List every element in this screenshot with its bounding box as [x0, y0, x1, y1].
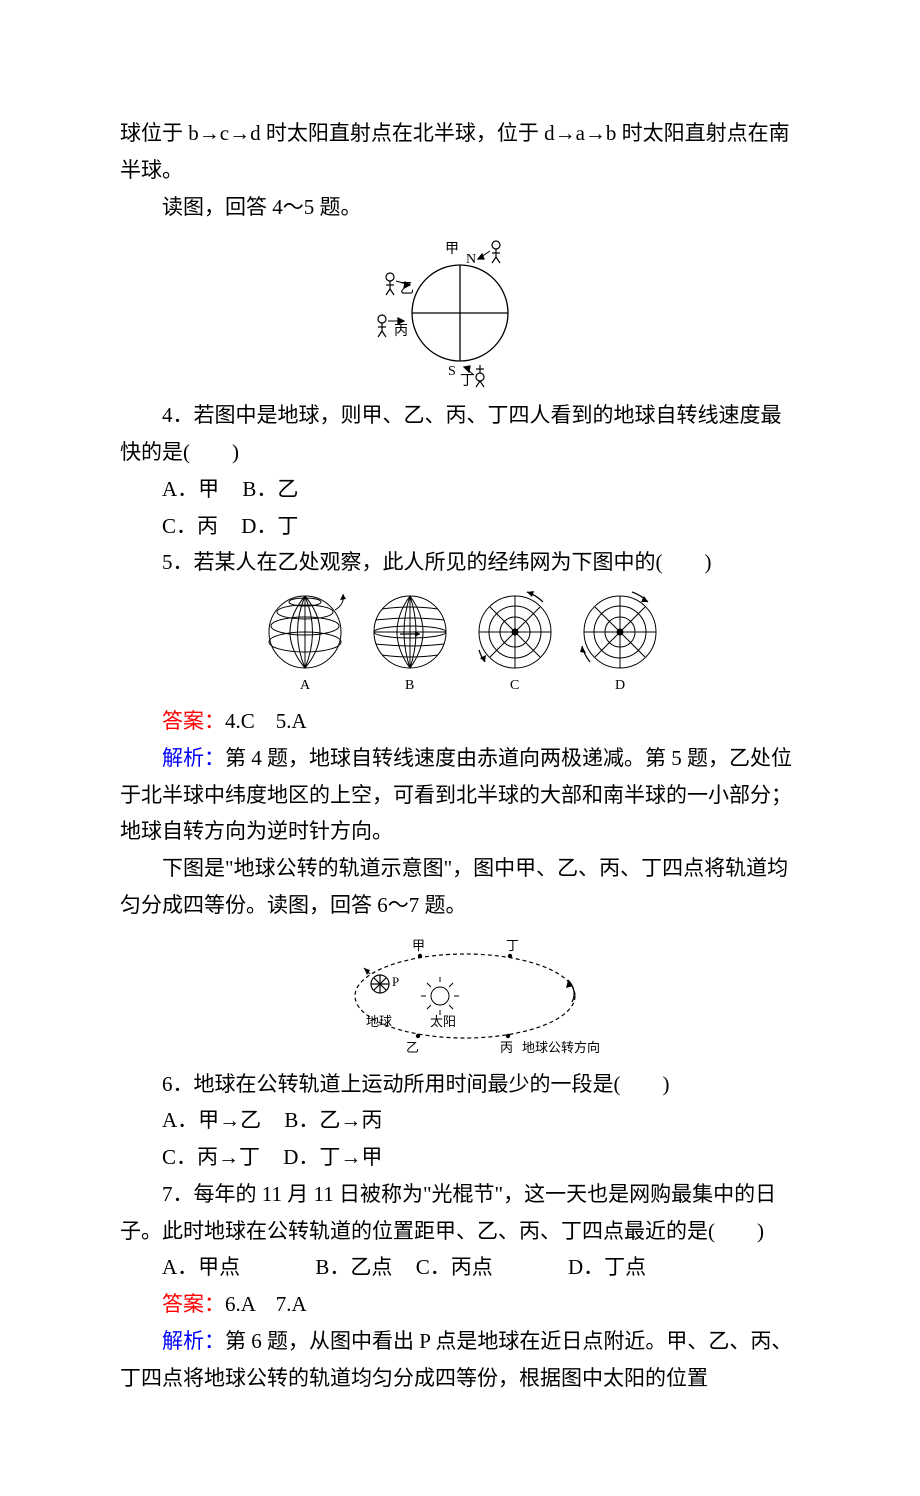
label-ding3: 丁	[506, 938, 519, 953]
fig2-A: A	[300, 678, 311, 693]
q6-optC: C．丙→丁	[162, 1145, 260, 1169]
figure-3: 太阳 P 地球 甲 乙 丙 丁 地球	[120, 930, 800, 1060]
q4-optB: B．乙	[242, 477, 298, 501]
exp-label: 解析：	[162, 746, 225, 770]
label-S: S	[448, 364, 456, 379]
q6-opts-cd: C．丙→丁 D．丁→甲	[120, 1139, 800, 1176]
exp-label-2: 解析：	[162, 1329, 225, 1353]
q4-optC: C．丙	[162, 514, 218, 538]
fig2-C: C	[510, 678, 519, 693]
exp67: 解析：第 6 题，从图中看出 P 点是地球在近日点附近。甲、乙、丙、丁四点将地球…	[120, 1323, 800, 1397]
q6-optA: A．甲→乙	[162, 1108, 261, 1132]
label-jia3: 甲	[412, 938, 425, 953]
q4-optD: D．丁	[241, 514, 298, 538]
q4-opts-ab: A．甲 B．乙	[120, 471, 800, 508]
ans67: 答案：6.A 7.A	[120, 1286, 800, 1323]
page-content: 球位于 b→c→d 时太阳直射点在北半球，位于 d→a→b 时太阳直射点在南半球…	[0, 0, 920, 1496]
label-ding: 丁	[460, 374, 474, 389]
sun-icon	[421, 977, 459, 1015]
ans-label: 答案：	[162, 709, 225, 733]
figure-2: A B	[120, 587, 800, 697]
q7-opts: A．甲点 B．乙点 C．丙点 D．丁点	[120, 1249, 800, 1286]
ans-label-2: 答案：	[162, 1292, 225, 1316]
q7-optC: C．丙点	[416, 1255, 493, 1279]
label-N: N	[466, 252, 476, 267]
label-yi: 乙	[400, 281, 414, 297]
q67-intro: 下图是"地球公转的轨道示意图"，图中甲、乙、丙、丁四点将轨道均匀分成四等份。读图…	[120, 850, 800, 924]
q7-optA: A．甲点	[162, 1255, 240, 1279]
earth-icon	[364, 968, 389, 993]
fig2-B: B	[405, 678, 414, 693]
label-bing3: 丙	[500, 1040, 513, 1055]
q45-intro: 读图，回答 4～5 题。	[120, 189, 800, 226]
q6-optD: D．丁→甲	[283, 1145, 382, 1169]
label-jia: 甲	[445, 242, 459, 257]
q7-optB: B．乙点	[315, 1255, 392, 1279]
ans67-text: 6.A 7.A	[225, 1292, 307, 1316]
label-P: P	[392, 974, 399, 989]
exp45: 解析：第 4 题，地球自转线速度由赤道向两极递减。第 5 题，乙处位于北半球中纬…	[120, 740, 800, 850]
label-sun: 太阳	[430, 1014, 456, 1029]
q4-optA: A．甲	[162, 477, 219, 501]
q4-stem: 4．若图中是地球，则甲、乙、丙、丁四人看到的地球自转线速度最快的是( )	[120, 397, 800, 471]
intro-fragment: 球位于 b→c→d 时太阳直射点在北半球，位于 d→a→b 时太阳直射点在南半球…	[120, 115, 800, 189]
q6-opts-ab: A．甲→乙 B．乙→丙	[120, 1102, 800, 1139]
q6-stem: 6．地球在公转轨道上运动所用时间最少的一段是( )	[120, 1066, 800, 1103]
q4-opts-cd: C．丙 D．丁	[120, 508, 800, 545]
q7-optD: D．丁点	[568, 1255, 646, 1279]
ans45-text: 4.C 5.A	[225, 709, 307, 733]
label-bing: 丙	[394, 324, 408, 339]
observer-jia	[478, 241, 500, 263]
label-yi3: 乙	[406, 1040, 419, 1055]
q7-stem: 7．每年的 11 月 11 日被称为"光棍节"，这一天也是网购最集中的日子。此时…	[120, 1176, 800, 1250]
ans45: 答案：4.C 5.A	[120, 703, 800, 740]
label-dir: 地球公转方向	[522, 1040, 600, 1055]
q5-stem: 5．若某人在乙处观察，此人所见的经纬网为下图中的( )	[120, 544, 800, 581]
q6-optB: B．乙→丙	[284, 1108, 382, 1132]
figure-1: N S 甲 乙	[120, 231, 800, 391]
fig2-D: D	[615, 678, 625, 693]
label-earth: 地球	[366, 1014, 392, 1029]
